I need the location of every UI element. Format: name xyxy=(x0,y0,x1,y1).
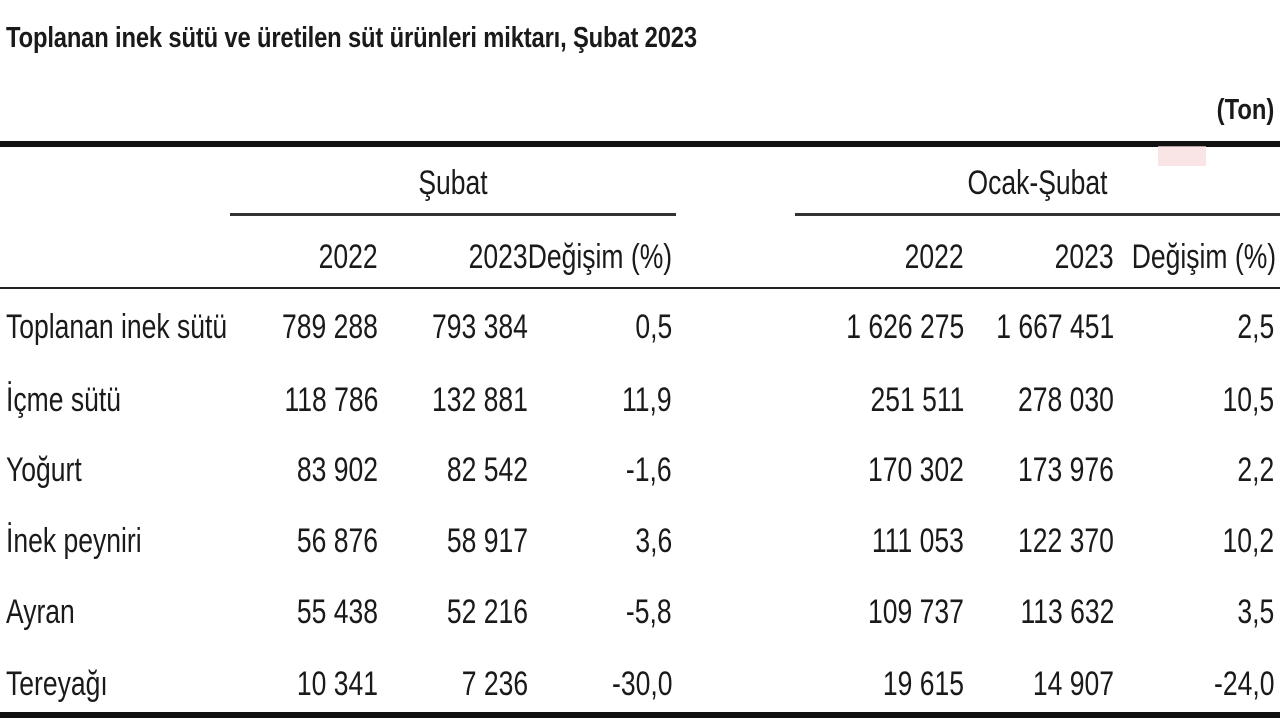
group-header-ocak-subat: Ocak-Şubat xyxy=(967,164,1108,202)
cell-ochg: -24,0 xyxy=(1213,665,1274,703)
group-header-subat: Şubat xyxy=(418,164,488,202)
cell-o2023: 1 667 451 xyxy=(996,308,1114,346)
cell-ochg: 10,2 xyxy=(1222,522,1274,560)
bottom-rule xyxy=(0,712,1280,718)
header-rule xyxy=(0,287,1280,289)
group-underline-ocak-subat xyxy=(795,213,1280,216)
cell-o2022: 111 053 xyxy=(872,522,964,560)
cell-s2022: 56 876 xyxy=(296,522,378,560)
cell-ochg: 3,5 xyxy=(1237,593,1274,631)
cell-s2022: 83 902 xyxy=(296,451,378,489)
cell-schg: 11,9 xyxy=(622,381,672,419)
group-underline-subat xyxy=(230,213,676,216)
cell-schg: 0,5 xyxy=(635,308,672,346)
col-header-ocak-2022: 2022 xyxy=(905,238,964,276)
col-header-subat-change: Değişim (%) xyxy=(527,238,672,276)
watermark-fragment xyxy=(1158,146,1206,166)
cell-s2023: 132 881 xyxy=(432,381,528,419)
top-rule xyxy=(0,141,1280,147)
cell-o2023: 14 907 xyxy=(1032,665,1114,703)
cell-s2022: 10 341 xyxy=(296,665,378,703)
cell-s2022: 118 786 xyxy=(284,381,378,419)
cell-ochg: 2,5 xyxy=(1237,308,1274,346)
row-label: İçme sütü xyxy=(6,381,121,419)
cell-o2022: 170 302 xyxy=(868,451,964,489)
cell-s2023: 58 917 xyxy=(446,522,528,560)
cell-ochg: 10,5 xyxy=(1222,381,1274,419)
row-label: Yoğurt xyxy=(6,451,82,489)
cell-o2023: 122 370 xyxy=(1018,522,1114,560)
row-label: Ayran xyxy=(6,593,75,631)
cell-schg: -5,8 xyxy=(626,593,672,631)
cell-o2023: 278 030 xyxy=(1018,381,1114,419)
cell-s2023: 52 216 xyxy=(446,593,528,631)
cell-schg: -30,0 xyxy=(611,665,672,703)
cell-s2022: 55 438 xyxy=(296,593,378,631)
col-header-ocak-change: Değişim (%) xyxy=(1131,238,1276,276)
cell-o2023: 113 632 xyxy=(1020,593,1114,631)
row-label: Tereyağı xyxy=(6,665,108,703)
cell-ochg: 2,2 xyxy=(1237,451,1274,489)
cell-o2022: 109 737 xyxy=(868,593,964,631)
row-label: Toplanan inek sütü xyxy=(6,308,228,346)
cell-o2022: 1 626 275 xyxy=(846,308,964,346)
cell-schg: 3,6 xyxy=(635,522,672,560)
unit-label: (Ton) xyxy=(1216,94,1274,126)
col-header-subat-2023: 2023 xyxy=(469,238,528,276)
col-header-subat-2022: 2022 xyxy=(319,238,378,276)
cell-o2022: 251 511 xyxy=(870,381,964,419)
table-title: Toplanan inek sütü ve üretilen süt ürünl… xyxy=(6,22,697,54)
cell-s2023: 793 384 xyxy=(432,308,528,346)
cell-schg: -1,6 xyxy=(626,451,672,489)
cell-s2023: 82 542 xyxy=(446,451,528,489)
col-header-ocak-2023: 2023 xyxy=(1055,238,1114,276)
cell-o2022: 19 615 xyxy=(882,665,964,703)
row-label: İnek peyniri xyxy=(6,522,142,560)
cell-s2023: 7 236 xyxy=(461,665,528,703)
cell-o2023: 173 976 xyxy=(1018,451,1114,489)
cell-s2022: 789 288 xyxy=(282,308,378,346)
